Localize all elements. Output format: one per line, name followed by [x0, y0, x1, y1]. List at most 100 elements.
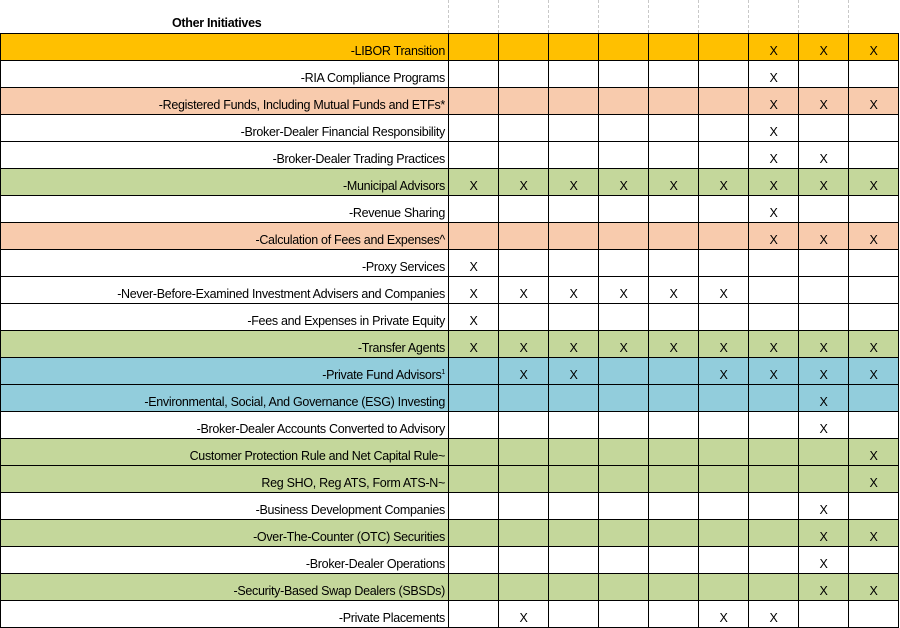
empty-cell[interactable]	[548, 600, 599, 628]
mark-cell[interactable]: X	[798, 330, 849, 358]
mark-cell[interactable]: X	[848, 87, 899, 115]
mark-cell[interactable]: X	[798, 519, 849, 547]
empty-cell[interactable]	[798, 195, 849, 223]
mark-cell[interactable]: X	[498, 600, 549, 628]
mark-cell[interactable]: X	[748, 87, 799, 115]
empty-cell[interactable]	[698, 546, 749, 574]
mark-cell[interactable]: X	[798, 357, 849, 385]
empty-cell[interactable]	[448, 411, 499, 439]
empty-cell[interactable]	[648, 222, 699, 250]
empty-cell[interactable]	[498, 222, 549, 250]
mark-cell[interactable]: X	[698, 168, 749, 196]
initiative-label[interactable]: -Registered Funds, Including Mutual Fund…	[0, 87, 449, 115]
mark-cell[interactable]: X	[748, 60, 799, 88]
initiative-label[interactable]: -RIA Compliance Programs	[0, 60, 449, 88]
empty-cell[interactable]	[598, 195, 649, 223]
mark-cell[interactable]: X	[848, 168, 899, 196]
empty-cell[interactable]	[648, 492, 699, 520]
mark-cell[interactable]: X	[798, 87, 849, 115]
mark-cell[interactable]: X	[848, 222, 899, 250]
empty-cell[interactable]	[498, 465, 549, 493]
initiative-label[interactable]: -Broker-Dealer Accounts Converted to Adv…	[0, 411, 449, 439]
empty-cell[interactable]	[698, 114, 749, 142]
empty-cell[interactable]	[598, 60, 649, 88]
empty-cell[interactable]	[498, 573, 549, 601]
mark-cell[interactable]: X	[798, 168, 849, 196]
empty-cell[interactable]	[448, 141, 499, 169]
empty-cell[interactable]	[448, 60, 499, 88]
mark-cell[interactable]: X	[498, 276, 549, 304]
empty-cell[interactable]	[598, 114, 649, 142]
mark-cell[interactable]: X	[648, 168, 699, 196]
mark-cell[interactable]: X	[498, 357, 549, 385]
empty-cell[interactable]	[698, 33, 749, 61]
empty-cell[interactable]	[698, 222, 749, 250]
mark-cell[interactable]: X	[548, 168, 599, 196]
empty-cell[interactable]	[748, 411, 799, 439]
empty-cell[interactable]	[648, 60, 699, 88]
empty-cell[interactable]	[798, 465, 849, 493]
empty-cell[interactable]	[498, 384, 549, 412]
empty-cell[interactable]	[848, 303, 899, 331]
empty-cell[interactable]	[498, 546, 549, 574]
empty-cell[interactable]	[448, 33, 499, 61]
empty-cell[interactable]	[598, 384, 649, 412]
mark-cell[interactable]: X	[448, 330, 499, 358]
mark-cell[interactable]: X	[698, 276, 749, 304]
empty-cell[interactable]	[548, 465, 599, 493]
initiative-label[interactable]: -Never-Before-Examined Investment Advise…	[0, 276, 449, 304]
empty-cell[interactable]	[598, 411, 649, 439]
empty-cell[interactable]	[598, 141, 649, 169]
mark-cell[interactable]: X	[698, 357, 749, 385]
empty-cell[interactable]	[648, 33, 699, 61]
mark-cell[interactable]: X	[848, 33, 899, 61]
mark-cell[interactable]: X	[448, 168, 499, 196]
mark-cell[interactable]: X	[748, 168, 799, 196]
mark-cell[interactable]: X	[498, 168, 549, 196]
mark-cell[interactable]: X	[848, 519, 899, 547]
mark-cell[interactable]: X	[648, 330, 699, 358]
mark-cell[interactable]: X	[548, 357, 599, 385]
initiative-label[interactable]: -Broker-Dealer Financial Responsibility	[0, 114, 449, 142]
empty-cell[interactable]	[598, 87, 649, 115]
empty-cell[interactable]	[848, 411, 899, 439]
empty-cell[interactable]	[648, 141, 699, 169]
empty-cell[interactable]	[598, 438, 649, 466]
empty-cell[interactable]	[498, 141, 549, 169]
empty-cell[interactable]	[798, 276, 849, 304]
empty-cell[interactable]	[498, 195, 549, 223]
empty-cell[interactable]	[698, 384, 749, 412]
empty-cell[interactable]	[548, 249, 599, 277]
empty-cell[interactable]	[698, 573, 749, 601]
empty-cell[interactable]	[548, 195, 599, 223]
mark-cell[interactable]: X	[848, 357, 899, 385]
initiative-label[interactable]: -Private Fund Advisors1	[0, 357, 449, 385]
empty-cell[interactable]	[548, 303, 599, 331]
empty-cell[interactable]	[748, 465, 799, 493]
empty-cell[interactable]	[848, 546, 899, 574]
initiative-label[interactable]: -Business Development Companies	[0, 492, 449, 520]
empty-cell[interactable]	[748, 519, 799, 547]
empty-cell[interactable]	[648, 114, 699, 142]
empty-cell[interactable]	[598, 303, 649, 331]
empty-cell[interactable]	[498, 249, 549, 277]
empty-cell[interactable]	[448, 519, 499, 547]
empty-cell[interactable]	[448, 546, 499, 574]
initiative-label[interactable]: -Transfer Agents	[0, 330, 449, 358]
initiative-label[interactable]: -Calculation of Fees and Expenses^	[0, 222, 449, 250]
empty-cell[interactable]	[848, 600, 899, 628]
mark-cell[interactable]: X	[748, 357, 799, 385]
empty-cell[interactable]	[698, 249, 749, 277]
initiative-label[interactable]: -LIBOR Transition	[0, 33, 449, 61]
mark-cell[interactable]: X	[648, 276, 699, 304]
mark-cell[interactable]: X	[748, 141, 799, 169]
empty-cell[interactable]	[748, 546, 799, 574]
empty-cell[interactable]	[748, 303, 799, 331]
empty-cell[interactable]	[498, 519, 549, 547]
empty-cell[interactable]	[848, 384, 899, 412]
empty-cell[interactable]	[748, 249, 799, 277]
empty-cell[interactable]	[798, 249, 849, 277]
mark-cell[interactable]: X	[798, 573, 849, 601]
empty-cell[interactable]	[698, 303, 749, 331]
empty-cell[interactable]	[598, 465, 649, 493]
